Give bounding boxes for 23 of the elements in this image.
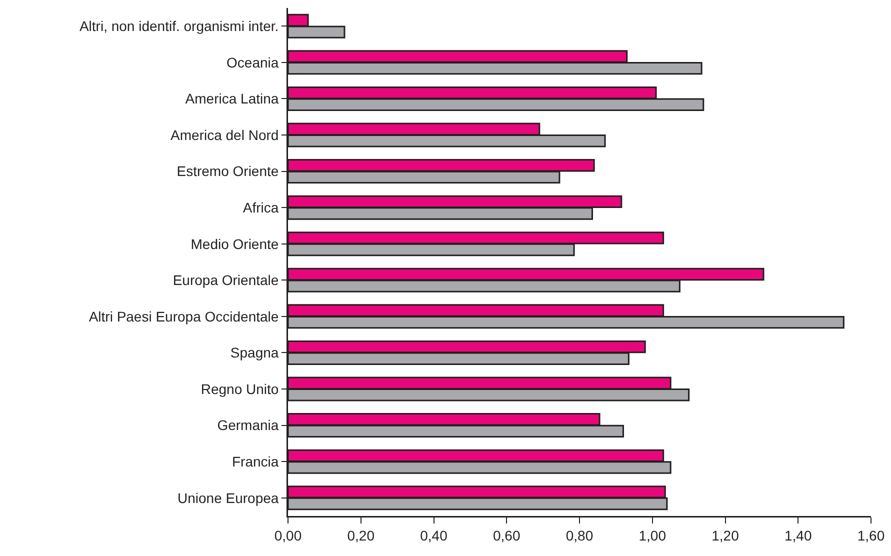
x-tick-label: 0,20 <box>347 527 375 544</box>
y-tick-label: Estremo Oriente <box>176 163 279 180</box>
y-tick-label: Altri Paesi Europa Occidentale <box>88 308 279 324</box>
y-tick-label: Francia <box>232 453 279 470</box>
x-tick-label: 1,20 <box>712 527 740 544</box>
y-tick-label: Altri, non identif. organismi inter. <box>79 18 279 34</box>
y-tick-label: America Latina <box>185 90 279 107</box>
x-tick-label: 0,40 <box>420 527 448 544</box>
x-tick-label: 1,00 <box>638 527 666 544</box>
x-tick-label: 1,60 <box>857 527 885 544</box>
y-tick-label: Regno Unito <box>200 380 279 397</box>
y-tick-label: Germania <box>217 417 279 434</box>
y-tick-label: Medio Oriente <box>190 236 279 252</box>
y-tick-label: Spagna <box>230 344 279 361</box>
y-tick-label: Europa Orientale <box>172 272 279 288</box>
y-tick-label: America del Nord <box>170 126 279 143</box>
y-tick-label: Africa <box>242 199 279 216</box>
x-tick-label: 1,40 <box>784 527 812 544</box>
y-tick-label: Unione Europea <box>178 490 279 506</box>
x-tick-label: 0,80 <box>566 527 594 544</box>
x-tick-label: 0,60 <box>493 527 520 544</box>
y-tick-label: Oceania <box>226 54 279 70</box>
x-tick-label: 0,00 <box>274 527 302 544</box>
